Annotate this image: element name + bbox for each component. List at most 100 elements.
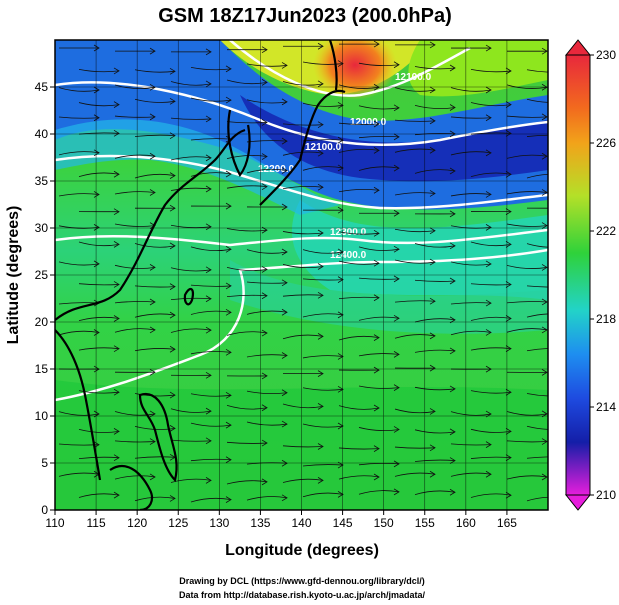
streamline-arrow [225, 391, 232, 399]
streamline-arrow [337, 101, 344, 109]
streamline-arrow [373, 147, 380, 154]
colorbar-tick-label: 214 [596, 400, 616, 414]
y-tick-label: 45 [35, 80, 49, 94]
streamline-arrow [393, 245, 400, 253]
streamline-arrow [261, 478, 268, 486]
streamline [78, 61, 548, 73]
streamline-arrow [317, 403, 324, 410]
streamline-arrow [317, 370, 324, 377]
colorbar: 230 226 222 218 214 210 [564, 39, 616, 511]
streamline-arrow [337, 385, 344, 393]
streamline-arrow [485, 44, 492, 52]
streamline-arrow [225, 202, 232, 210]
streamline-arrow [505, 454, 512, 462]
streamline-arrow [373, 404, 380, 412]
coast-taiwan [183, 287, 194, 306]
streamline-arrow [225, 496, 232, 503]
streamline-arrow [317, 229, 324, 237]
streamline-arrow [449, 488, 456, 496]
streamline-arrow [93, 260, 100, 268]
streamline-arrow [449, 385, 456, 393]
streamline-arrow [505, 101, 512, 108]
streamline-arrow [261, 46, 268, 54]
streamline-arrow [429, 190, 436, 197]
streamline-arrow [429, 41, 436, 49]
y-tick-label: 40 [35, 127, 49, 141]
x-tick-label: 135 [250, 516, 270, 530]
streamline-arrow [505, 388, 512, 396]
contour-12300 [55, 228, 548, 247]
streamline-arrow [337, 311, 344, 319]
streamline-arrow [169, 495, 176, 502]
streamline-arrow [261, 266, 268, 273]
streamline-arrow [93, 224, 100, 231]
y-tick-label: 25 [35, 268, 49, 282]
x-tick-label: 165 [497, 516, 517, 530]
streamline-arrow [317, 263, 324, 270]
streamline-arrow [505, 129, 512, 137]
streamline-arrow [113, 428, 120, 435]
contour-label-6: 12100.0 [395, 72, 432, 83]
contour-12000 [229, 40, 471, 97]
streamline-arrow [429, 408, 436, 415]
streamline-arrow [113, 281, 120, 288]
streamline-arrow [281, 494, 288, 502]
streamline-arrow [149, 438, 156, 445]
streamline-arrow [505, 427, 512, 435]
streamline-arrow [393, 488, 400, 496]
streamline-arrow [93, 149, 100, 157]
streamline-arrow [505, 67, 512, 75]
streamline-arrow [281, 137, 288, 145]
streamline-arrow [281, 308, 288, 316]
streamline-arrow [113, 170, 120, 178]
coast-philippines [138, 392, 178, 483]
colorbar-bottom-triangle [564, 494, 592, 511]
streamline-arrow [225, 96, 232, 104]
y-tick-label: 5 [41, 456, 48, 470]
streamline-arrow [541, 189, 548, 196]
streamline-arrow [281, 248, 288, 256]
x-tick-label: 120 [127, 516, 147, 530]
streamline-arrow [205, 266, 212, 274]
streamline-arrow [337, 206, 344, 214]
streamline-arrow [317, 42, 324, 50]
streamline [78, 205, 548, 215]
streamline-arrow [562, 495, 567, 501]
streamline-arrow [485, 114, 492, 122]
wind-streamlines [58, 40, 567, 503]
streamline-arrow [113, 388, 120, 396]
streamline-arrow [373, 259, 380, 267]
streamline-arrow [429, 258, 436, 266]
colorbar-tick-label: 218 [596, 312, 616, 326]
streamline-arrow [149, 473, 156, 481]
credit-line-2: Data from http://database.rish.kyoto-u.a… [179, 590, 426, 600]
streamline-arrow [281, 62, 288, 69]
navy-core [240, 95, 548, 182]
streamline-arrow [149, 113, 156, 121]
streamline-arrow [205, 371, 212, 379]
streamline [78, 132, 548, 143]
streamline-arrow [429, 364, 436, 372]
streamline-arrow [205, 185, 212, 193]
streamline-arrow [149, 264, 156, 271]
streamline-arrow [169, 391, 176, 399]
streamline-arrow [169, 132, 176, 140]
streamline [58, 472, 548, 485]
streamline-arrow [205, 80, 212, 88]
streamline-arrow [429, 332, 436, 340]
streamline-arrow [149, 326, 156, 334]
streamline [78, 97, 548, 110]
streamline-arrow [541, 369, 548, 376]
streamline-arrow [169, 97, 176, 105]
streamline-arrow [281, 167, 288, 174]
streamline-arrow [261, 404, 268, 412]
x-tick-label: 130 [209, 516, 229, 530]
streamline-arrow [93, 86, 100, 94]
streamline [78, 310, 548, 323]
streamline-arrow [449, 428, 456, 436]
streamline-arrow [393, 426, 400, 433]
colorbar-tick-label: 210 [596, 488, 616, 502]
streamline-arrow [149, 368, 156, 376]
streamline-arrow [169, 283, 176, 290]
streamline-arrow [485, 441, 492, 448]
